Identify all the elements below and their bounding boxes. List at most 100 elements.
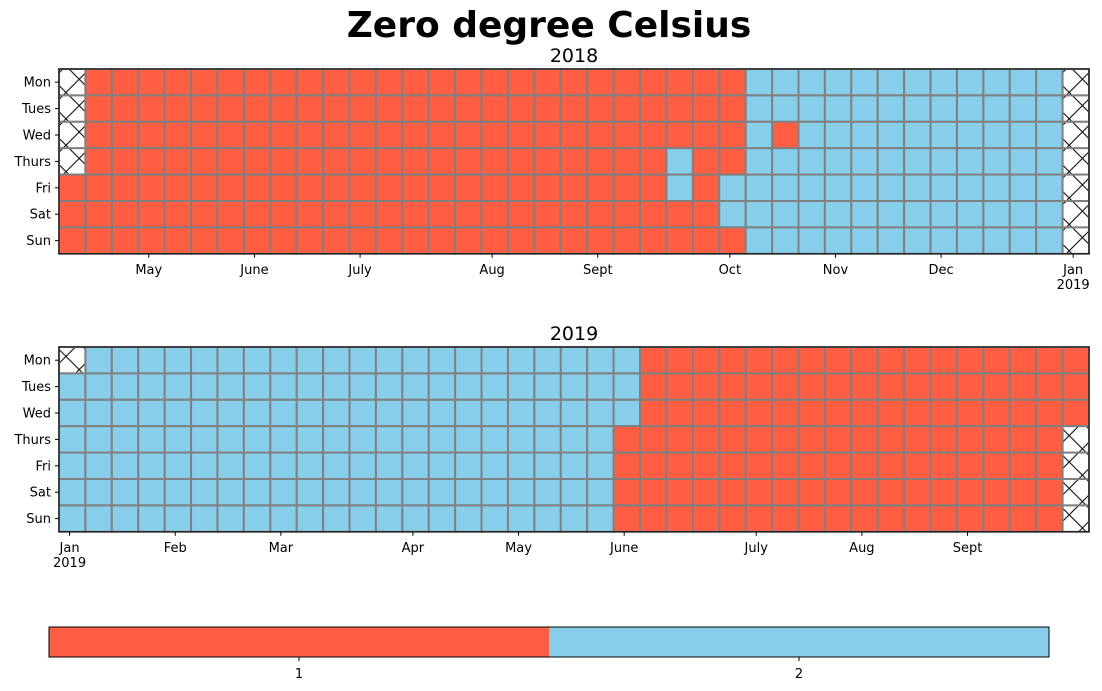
day-cell	[190, 68, 219, 97]
day-cell	[903, 425, 932, 454]
day-cell	[955, 173, 985, 203]
day-cell	[955, 346, 985, 375]
day-cell	[850, 504, 879, 533]
day-cell	[58, 398, 87, 428]
day-cell	[348, 94, 377, 123]
day-cell	[1035, 147, 1064, 176]
day-cell	[84, 372, 113, 401]
day-cell	[665, 504, 694, 533]
day-cell	[823, 200, 853, 229]
day-cell	[374, 478, 404, 507]
day-cell	[506, 68, 536, 97]
day-cell	[639, 226, 668, 255]
empty-day-cell	[1061, 200, 1090, 229]
day-cell	[612, 120, 642, 150]
day-cell	[322, 398, 351, 428]
day-cell	[982, 346, 1011, 375]
day-cell	[586, 425, 615, 454]
day-cell	[190, 451, 219, 481]
day-cell	[348, 451, 377, 481]
day-cell	[295, 68, 325, 97]
day-cell	[480, 451, 509, 481]
day-cell	[850, 200, 879, 229]
day-cell	[269, 200, 298, 229]
day-cell	[84, 398, 113, 428]
day-cell	[295, 120, 325, 150]
x-tick-label: 2019	[1057, 278, 1090, 293]
day-cell	[823, 173, 853, 203]
day-cell	[1008, 200, 1038, 229]
day-cell	[84, 94, 113, 123]
day-cell	[850, 478, 879, 507]
day-cell	[559, 372, 589, 401]
day-cell	[955, 94, 985, 123]
day-cell	[110, 200, 140, 229]
day-cell	[876, 94, 906, 123]
day-cell	[850, 346, 879, 375]
day-cell	[506, 346, 536, 375]
empty-day-cell	[58, 147, 87, 176]
day-cell	[401, 346, 430, 375]
day-cell	[903, 504, 932, 533]
day-cell	[691, 226, 721, 255]
day-cell	[586, 173, 615, 203]
day-cell	[1008, 226, 1038, 255]
day-cell	[533, 451, 562, 481]
day-cell	[480, 147, 509, 176]
day-cell	[322, 68, 351, 97]
day-cell	[242, 94, 272, 123]
day-cell	[903, 173, 932, 203]
day-cell	[427, 451, 457, 481]
day-cell	[876, 173, 906, 203]
day-cell	[137, 68, 166, 97]
day-cell	[110, 346, 140, 375]
day-cell	[533, 226, 562, 255]
day-cell	[665, 200, 694, 229]
x-tick-label: 2019	[53, 556, 86, 571]
day-cell	[955, 68, 985, 97]
day-cell	[163, 504, 193, 533]
day-cell	[190, 346, 219, 375]
day-cell	[771, 504, 800, 533]
day-cell	[612, 425, 642, 454]
x-tick-label: Aug	[479, 263, 504, 278]
day-cell	[797, 147, 826, 176]
day-cell	[137, 226, 166, 255]
empty-day-cell	[1061, 120, 1090, 150]
day-cell	[348, 372, 377, 401]
day-cell	[850, 451, 879, 481]
day-cell	[190, 147, 219, 176]
day-cell	[691, 504, 721, 533]
day-cell	[190, 173, 219, 203]
day-cell	[691, 200, 721, 229]
y-tick-label: Fri	[36, 181, 52, 196]
day-cell	[242, 68, 272, 97]
day-cell	[374, 68, 404, 97]
empty-day-cell	[1061, 94, 1090, 123]
day-cell	[110, 451, 140, 481]
day-cell	[84, 147, 113, 176]
day-cell	[163, 451, 193, 481]
day-cell	[718, 120, 747, 150]
day-cell	[1008, 451, 1038, 481]
day-cell	[110, 372, 140, 401]
day-cell	[639, 94, 668, 123]
day-cell	[480, 372, 509, 401]
day-cell	[427, 226, 457, 255]
day-cell	[506, 200, 536, 229]
day-cell	[1035, 398, 1064, 428]
day-cell	[1061, 372, 1090, 401]
y-tick-label: Sun	[26, 234, 51, 249]
day-cell	[823, 398, 853, 428]
day-cell	[454, 398, 483, 428]
day-cell	[163, 68, 193, 97]
day-cell	[242, 173, 272, 203]
empty-day-cell	[1061, 478, 1090, 507]
day-cell	[506, 398, 536, 428]
day-cell	[322, 451, 351, 481]
day-cell	[348, 226, 377, 255]
day-cell	[242, 200, 272, 229]
day-cell	[58, 478, 87, 507]
